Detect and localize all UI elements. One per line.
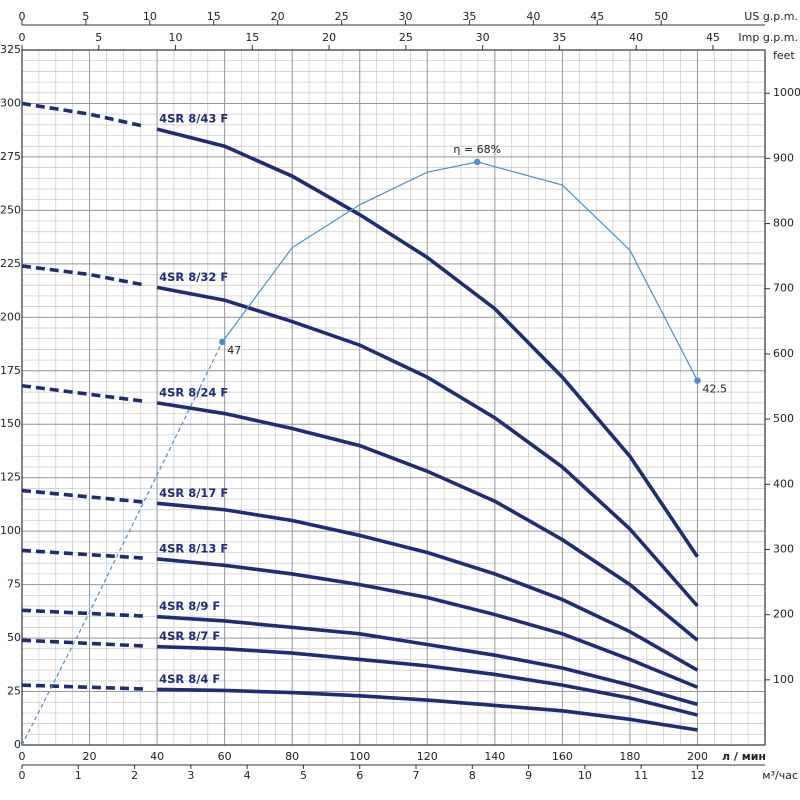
top-tick-label: 0 — [19, 10, 26, 23]
top-tick-label: 15 — [207, 10, 221, 23]
top-tick-label: 30 — [399, 10, 413, 23]
series-label: 4SR 8/7 F — [159, 629, 220, 643]
y-tick-label: 275 — [0, 150, 21, 163]
bottom2-axis-label: м³/час — [762, 769, 798, 782]
top-tick-label: 45 — [590, 10, 604, 23]
y-tick-label: 300 — [0, 96, 21, 109]
pump-curve — [21, 548, 699, 689]
top-tick-label: 25 — [335, 10, 349, 23]
pump-curve — [21, 683, 698, 732]
y-tick-label: 50 — [7, 631, 21, 644]
series-label: 4SR 8/4 F — [159, 672, 220, 686]
y2-tick-label: 100 — [773, 673, 794, 686]
y-tick-label: 200 — [0, 310, 21, 323]
top-axis-label: Imp g.p.m. — [738, 31, 798, 44]
top-tick-label: 40 — [629, 31, 643, 44]
y2-tick-label: 800 — [773, 217, 794, 230]
y-tick-label: 225 — [0, 257, 21, 270]
efficiency-label: 47 — [227, 344, 241, 357]
bottom2-tick-label: 12 — [690, 769, 704, 782]
pump-curve — [21, 264, 699, 608]
bottom2-tick-label: 11 — [634, 769, 648, 782]
series-label: 4SR 8/32 F — [159, 270, 228, 284]
top-tick-label: 35 — [552, 31, 566, 44]
pump-curve — [21, 101, 699, 558]
series-label: 4SR 8/13 F — [159, 541, 228, 555]
pump-curve — [21, 488, 699, 672]
y-tick-label: 325 — [0, 43, 21, 56]
bottom2-tick-label: 4 — [244, 769, 251, 782]
bottom2-tick-label: 7 — [413, 769, 420, 782]
x-tick-label: 80 — [285, 750, 299, 763]
top-tick-label: 20 — [322, 31, 336, 44]
top-tick-label: 0 — [19, 31, 26, 44]
top-tick-label: 35 — [462, 10, 476, 23]
bottom2-tick-label: 2 — [131, 769, 138, 782]
y-tick-label: 150 — [0, 417, 21, 430]
efficiency-point — [694, 377, 701, 384]
series-label: 4SR 8/43 F — [159, 112, 228, 126]
efficiency-label: 42.5 — [702, 383, 727, 396]
x-tick-label: 60 — [218, 750, 232, 763]
y2-tick-label: 200 — [773, 608, 794, 621]
y-tick-label: 25 — [7, 685, 21, 698]
x-axis-label: л / мин — [722, 750, 766, 763]
x-tick-label: 0 — [19, 750, 26, 763]
y2-tick-label: 900 — [773, 151, 794, 164]
y2-tick-label: 400 — [773, 477, 794, 490]
pump-curve — [21, 383, 699, 642]
pump-curve — [21, 638, 698, 717]
bottom2-tick-label: 10 — [578, 769, 592, 782]
x-tick-label: 140 — [484, 750, 505, 763]
y-tick-label: 250 — [0, 203, 21, 216]
y2-axis-label: feet — [773, 49, 795, 62]
y-tick-label: 175 — [0, 364, 21, 377]
x-tick-label: 180 — [619, 750, 640, 763]
bottom2-tick-label: 5 — [300, 769, 307, 782]
y2-tick-label: 1000 — [773, 86, 800, 99]
y-tick-label: 75 — [7, 578, 21, 591]
top-tick-label: 50 — [654, 10, 668, 23]
top-tick-label: 20 — [271, 10, 285, 23]
efficiency-line — [21, 161, 698, 746]
pump-curve — [21, 608, 698, 707]
bottom2-tick-label: 6 — [356, 769, 363, 782]
y-tick-label: 0 — [14, 738, 21, 751]
series-label: 4SR 8/24 F — [159, 385, 228, 399]
y2-tick-label: 300 — [773, 542, 794, 555]
top-tick-label: 5 — [95, 31, 102, 44]
y2-tick-label: 500 — [773, 412, 794, 425]
top-tick-label: 30 — [476, 31, 490, 44]
top-axis-label: US g.p.m. — [744, 10, 798, 23]
x-tick-label: 100 — [349, 750, 370, 763]
efficiency-point — [474, 158, 481, 166]
top-tick-label: 40 — [526, 10, 540, 23]
efficiency-label: η = 68% — [453, 143, 501, 156]
y2-tick-label: 600 — [773, 347, 794, 360]
x-tick-label: 20 — [83, 750, 97, 763]
series-label: 4SR 8/17 F — [159, 486, 228, 500]
top-tick-label: 25 — [399, 31, 413, 44]
x-tick-label: 40 — [150, 750, 164, 763]
bottom2-tick-label: 8 — [469, 769, 476, 782]
x-tick-label: 160 — [552, 750, 573, 763]
bottom2-tick-label: 9 — [525, 769, 532, 782]
y-tick-label: 125 — [0, 471, 21, 484]
bottom2-tick-label: 0 — [19, 769, 26, 782]
bottom2-tick-label: 3 — [187, 769, 194, 782]
top-tick-label: 5 — [82, 10, 89, 23]
top-tick-label: 10 — [169, 31, 183, 44]
top-tick-label: 45 — [706, 31, 720, 44]
top-tick-label: 10 — [143, 10, 157, 23]
series-label: 4SR 8/9 F — [159, 599, 220, 613]
y2-tick-label: 700 — [773, 282, 794, 295]
top-tick-label: 15 — [245, 31, 259, 44]
y-tick-label: 100 — [0, 524, 21, 537]
x-tick-label: 200 — [687, 750, 708, 763]
bottom2-tick-label: 1 — [75, 769, 82, 782]
efficiency-point — [219, 338, 226, 346]
x-tick-label: 120 — [417, 750, 438, 763]
